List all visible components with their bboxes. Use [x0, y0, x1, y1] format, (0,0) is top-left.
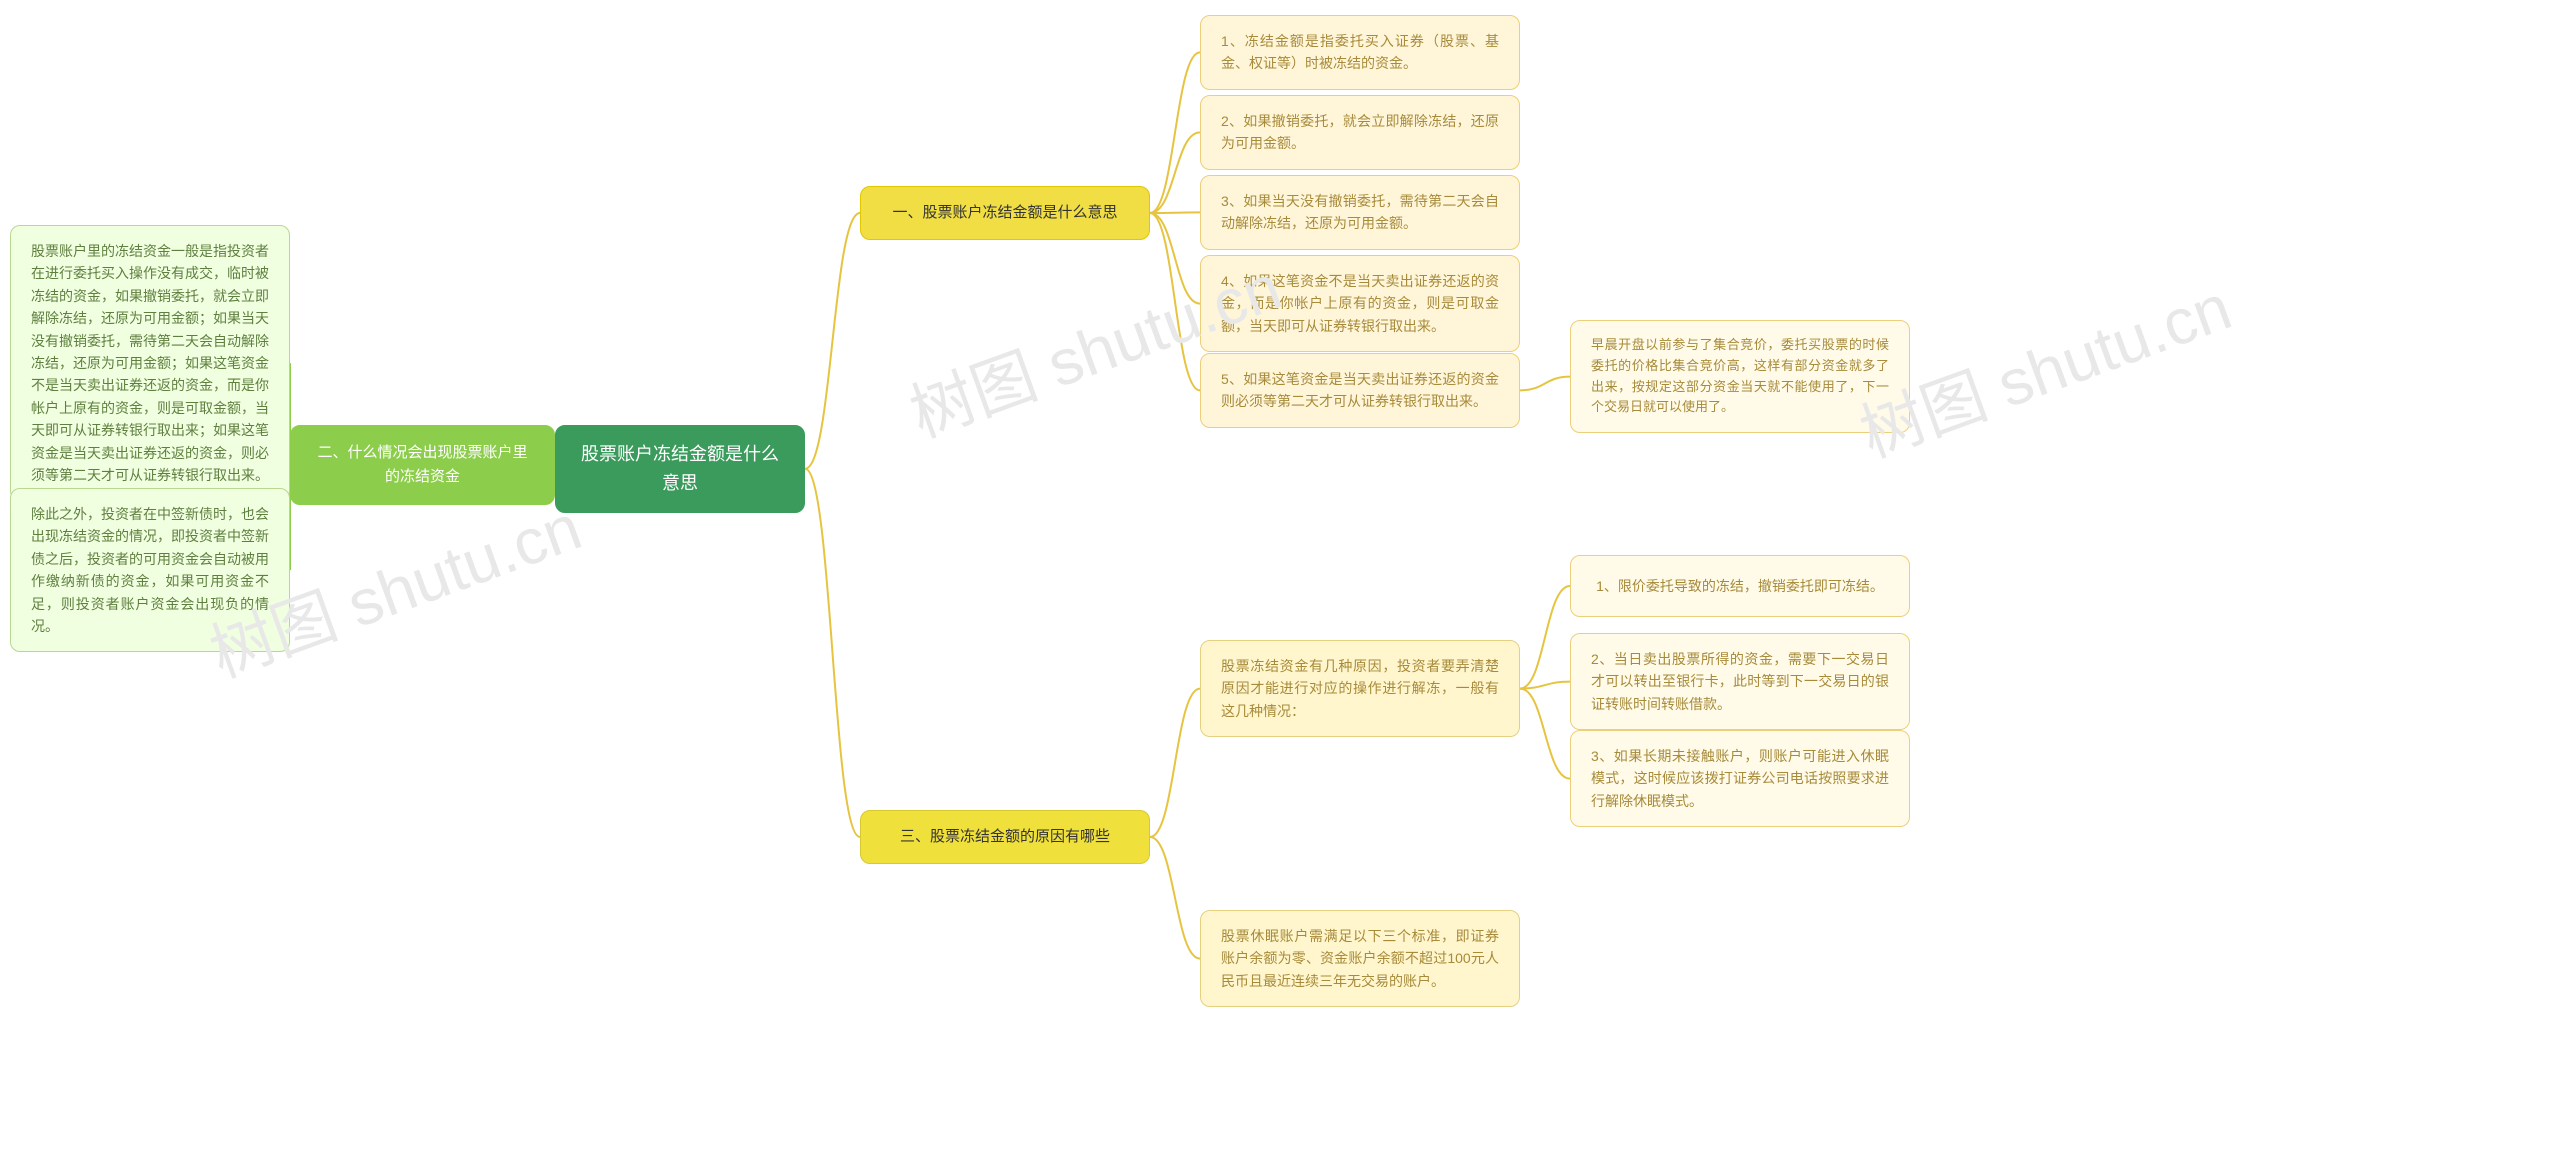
mindmap-node-b2_1[interactable]: 股票账户里的冻结资金一般是指投资者在进行委托买入操作没有成交，临时被冻结的资金，… — [10, 225, 290, 501]
mindmap-node-b3_1[interactable]: 1、限价委托导致的冻结，撤销委托即可冻结。 — [1570, 555, 1910, 617]
edge-b1-b1_3 — [1150, 212, 1200, 213]
mindmap-node-b3_2[interactable]: 2、当日卖出股票所得的资金，需要下一交易日才可以转出至银行卡，此时等到下一交易日… — [1570, 633, 1910, 730]
edge-root-b1 — [805, 213, 860, 469]
mindmap-node-b3_s1[interactable]: 股票冻结资金有几种原因，投资者要弄清楚原因才能进行对应的操作进行解冻，一般有这几… — [1200, 640, 1520, 737]
node-label: 早晨开盘以前参与了集合竞价，委托买股票的时候委托的价格比集合竞价高，这样有部分资… — [1591, 335, 1889, 418]
edge-b1-b1_5 — [1150, 213, 1200, 390]
node-label: 3、如果当天没有撤销委托，需待第二天会自动解除冻结，还原为可用金额。 — [1221, 190, 1499, 235]
mindmap-node-b3_3[interactable]: 3、如果长期未接触账户，则账户可能进入休眠模式，这时候应该拨打证券公司电话按照要… — [1570, 730, 1910, 827]
node-label: 一、股票账户冻结金额是什么意思 — [892, 201, 1117, 225]
edge-b3-b3_s1 — [1150, 689, 1200, 837]
edge-b3_s1-b3_2 — [1520, 682, 1570, 689]
mindmap-node-b1_5_1[interactable]: 早晨开盘以前参与了集合竞价，委托买股票的时候委托的价格比集合竞价高，这样有部分资… — [1570, 320, 1910, 433]
mindmap-node-b1_1[interactable]: 1、冻结金额是指委托买入证券（股票、基金、权证等）时被冻结的资金。 — [1200, 15, 1520, 90]
node-label: 股票账户里的冻结资金一般是指投资者在进行委托买入操作没有成交，临时被冻结的资金，… — [31, 240, 269, 486]
mindmap-node-b1_4[interactable]: 4、如果这笔资金不是当天卖出证券还返的资金，而是你帐户上原有的资金，则是可取金额… — [1200, 255, 1520, 352]
node-label: 二、什么情况会出现股票账户里的冻结资金 — [311, 441, 534, 489]
node-label: 2、如果撤销委托，就会立即解除冻结，还原为可用金额。 — [1221, 110, 1499, 155]
edge-b1-b1_1 — [1150, 52, 1200, 213]
mindmap-node-b1_5[interactable]: 5、如果这笔资金是当天卖出证券还返的资金则必须等第二天才可从证券转银行取出来。 — [1200, 353, 1520, 428]
node-label: 除此之外，投资者在中签新债时，也会出现冻结资金的情况，即投资者中签新债之后，投资… — [31, 503, 269, 637]
edge-b1_5-b1_5_1 — [1520, 377, 1570, 391]
node-label: 股票冻结资金有几种原因，投资者要弄清楚原因才能进行对应的操作进行解冻，一般有这几… — [1221, 655, 1499, 722]
mindmap-node-b2_2[interactable]: 除此之外，投资者在中签新债时，也会出现冻结资金的情况，即投资者中签新债之后，投资… — [10, 488, 290, 652]
edge-b3_s1-b3_1 — [1520, 586, 1570, 689]
mindmap-node-b3[interactable]: 三、股票冻结金额的原因有哪些 — [860, 810, 1150, 864]
node-label: 3、如果长期未接触账户，则账户可能进入休眠模式，这时候应该拨打证券公司电话按照要… — [1591, 745, 1889, 812]
node-label: 股票休眠账户需满足以下三个标准，即证券账户余额为零、资金账户余额不超过100元人… — [1221, 925, 1499, 992]
node-label: 1、冻结金额是指委托买入证券（股票、基金、权证等）时被冻结的资金。 — [1221, 30, 1499, 75]
node-label: 5、如果这笔资金是当天卖出证券还返的资金则必须等第二天才可从证券转银行取出来。 — [1221, 368, 1499, 413]
mindmap-node-b2[interactable]: 二、什么情况会出现股票账户里的冻结资金 — [290, 425, 555, 505]
node-label: 股票账户冻结金额是什么意思 — [576, 440, 784, 498]
edge-b1-b1_2 — [1150, 132, 1200, 213]
mindmap-node-b1_2[interactable]: 2、如果撤销委托，就会立即解除冻结，还原为可用金额。 — [1200, 95, 1520, 170]
mindmap-node-root[interactable]: 股票账户冻结金额是什么意思 — [555, 425, 805, 513]
edge-b1-b1_4 — [1150, 213, 1200, 304]
node-label: 4、如果这笔资金不是当天卖出证券还返的资金，而是你帐户上原有的资金，则是可取金额… — [1221, 270, 1499, 337]
edge-b3-b3_s2 — [1150, 837, 1200, 959]
edge-root-b3 — [805, 469, 860, 837]
edge-b3_s1-b3_3 — [1520, 689, 1570, 779]
node-label: 2、当日卖出股票所得的资金，需要下一交易日才可以转出至银行卡，此时等到下一交易日… — [1591, 648, 1889, 715]
mindmap-node-b1[interactable]: 一、股票账户冻结金额是什么意思 — [860, 186, 1150, 240]
node-label: 1、限价委托导致的冻结，撤销委托即可冻结。 — [1596, 575, 1884, 597]
node-label: 三、股票冻结金额的原因有哪些 — [900, 825, 1110, 849]
mindmap-node-b3_s2[interactable]: 股票休眠账户需满足以下三个标准，即证券账户余额为零、资金账户余额不超过100元人… — [1200, 910, 1520, 1007]
mindmap-node-b1_3[interactable]: 3、如果当天没有撤销委托，需待第二天会自动解除冻结，还原为可用金额。 — [1200, 175, 1520, 250]
